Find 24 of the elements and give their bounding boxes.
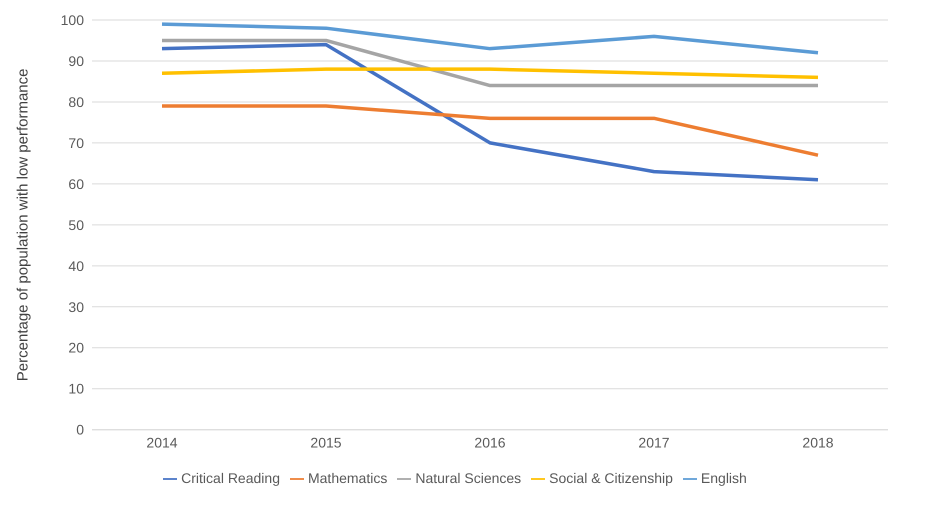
legend-label: Critical Reading <box>181 470 280 486</box>
y-tick-label: 90 <box>68 52 84 69</box>
legend-label: English <box>700 470 747 486</box>
x-tick-label: 2018 <box>802 434 834 451</box>
legend-label: Social & Citizenship <box>549 470 673 486</box>
y-tick-label: 70 <box>68 134 84 151</box>
y-axis-title: Percentage of population with low performance <box>14 68 32 382</box>
x-tick-label: 2014 <box>146 434 178 451</box>
y-tick-label: 60 <box>68 176 84 192</box>
y-tick-label: 80 <box>68 94 84 110</box>
x-tick-label: 2015 <box>310 434 342 451</box>
y-tick-label: 50 <box>68 216 84 233</box>
x-tick-label: 2016 <box>474 434 506 451</box>
x-tick-label: 2017 <box>638 434 670 451</box>
y-tick-label: 20 <box>68 340 84 356</box>
y-tick-label: 30 <box>68 298 84 315</box>
y-tick-label: 0 <box>76 422 84 438</box>
y-tick-label: 100 <box>60 12 84 28</box>
legend-label: Mathematics <box>308 470 388 486</box>
line-series <box>160 22 820 55</box>
legend-label: Natural Sciences <box>415 470 522 486</box>
y-tick-label: 40 <box>68 258 84 274</box>
y-tick-label: 10 <box>68 380 84 397</box>
line-series <box>160 42 820 182</box>
